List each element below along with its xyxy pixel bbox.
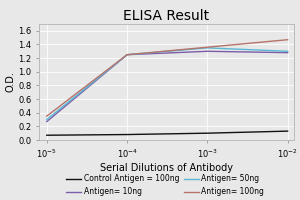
Control Antigen = 100ng [206, 132, 209, 134]
Antigen= 10ng [45, 120, 49, 123]
Antigen= 50ng [286, 50, 290, 52]
Line: Antigen= 10ng: Antigen= 10ng [47, 51, 288, 122]
Control Antigen = 100ng [45, 134, 49, 136]
Antigen= 100ng [45, 115, 49, 117]
Antigen= 10ng [286, 51, 290, 54]
Y-axis label: O.D.: O.D. [5, 72, 15, 92]
Line: Control Antigen = 100ng: Control Antigen = 100ng [47, 131, 288, 135]
Antigen= 50ng [45, 118, 49, 121]
Antigen= 10ng [206, 50, 209, 52]
Antigen= 10ng [125, 54, 129, 56]
Legend: Control Antigen = 100ng, Antigen= 10ng, Antigen= 50ng, Antigen= 100ng: Control Antigen = 100ng, Antigen= 10ng, … [66, 174, 264, 196]
Antigen= 100ng [286, 38, 290, 41]
Antigen= 50ng [125, 54, 129, 56]
X-axis label: Serial Dilutions of Antibody: Serial Dilutions of Antibody [100, 163, 233, 173]
Antigen= 50ng [206, 47, 209, 49]
Line: Antigen= 50ng: Antigen= 50ng [47, 48, 288, 120]
Control Antigen = 100ng [286, 130, 290, 132]
Control Antigen = 100ng [125, 133, 129, 136]
Antigen= 100ng [125, 54, 129, 56]
Line: Antigen= 100ng: Antigen= 100ng [47, 40, 288, 116]
Title: ELISA Result: ELISA Result [123, 9, 210, 23]
Antigen= 100ng [206, 46, 209, 48]
